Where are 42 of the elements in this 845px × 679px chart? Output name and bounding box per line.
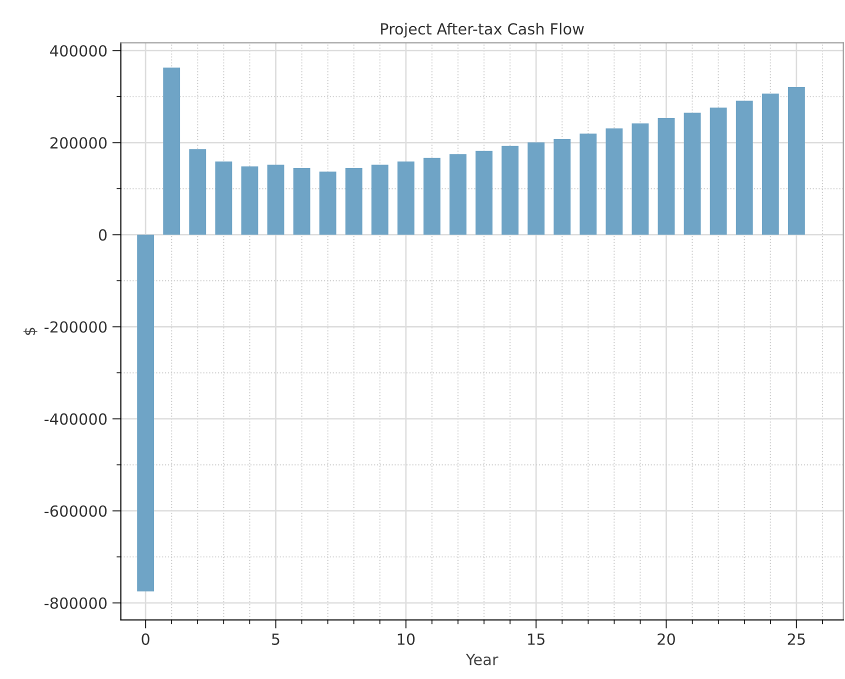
bar (580, 134, 597, 235)
y-axis-title: $ (23, 328, 38, 335)
bar (788, 86, 805, 235)
bar (710, 108, 727, 235)
bar (189, 149, 206, 235)
x-tick-label: 0 (142, 633, 150, 645)
y-tick-label: 200000 (50, 137, 107, 149)
bar (658, 118, 675, 235)
bar (371, 164, 388, 235)
bar (319, 172, 336, 235)
bar (267, 164, 284, 235)
y-tick-label: 400000 (50, 45, 107, 57)
bar (502, 146, 519, 235)
bar (476, 150, 492, 235)
bar (137, 234, 154, 592)
bar (423, 158, 440, 235)
bar (736, 100, 753, 235)
x-tick-label: 10 (398, 633, 415, 645)
chart-title: Project After-tax Cash Flow (381, 22, 584, 38)
y-tick-label: -400000 (44, 413, 107, 425)
bar (606, 128, 623, 235)
bar (293, 168, 310, 235)
x-tick-label: 20 (658, 633, 675, 645)
bar (450, 154, 466, 235)
bar (397, 162, 414, 235)
x-tick-label: 15 (528, 634, 544, 645)
bar (215, 162, 232, 235)
x-axis-title: Year (466, 654, 498, 666)
x-tick-label: 5 (272, 634, 280, 645)
y-tick-label: -600000 (44, 505, 107, 517)
bar (528, 142, 545, 235)
x-tick-label: 25 (788, 633, 805, 645)
y-tick-label: -200000 (44, 321, 107, 333)
bar (345, 168, 362, 235)
bar (632, 123, 649, 235)
y-tick-label: -800000 (44, 597, 107, 609)
bar (762, 94, 779, 235)
y-tick-label: 0 (98, 229, 107, 241)
bar (554, 138, 571, 235)
bar (241, 166, 258, 235)
bar (163, 68, 180, 235)
bar (684, 112, 701, 235)
